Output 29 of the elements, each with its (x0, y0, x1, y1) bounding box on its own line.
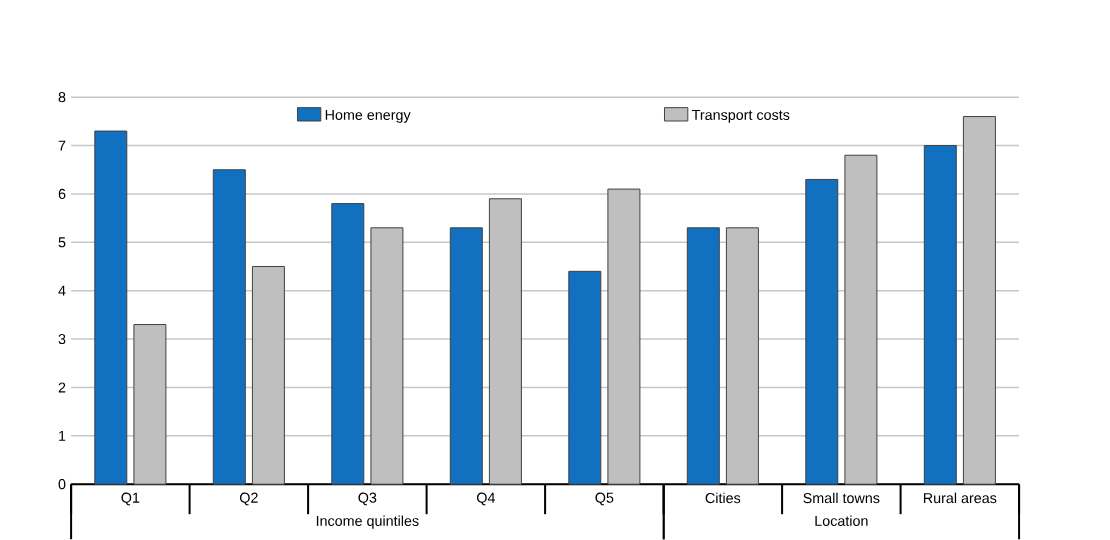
bar (805, 178, 839, 485)
y-tick-label: 7 (58, 140, 66, 151)
legend-label: Home energy (325, 109, 411, 123)
bar (449, 227, 483, 485)
y-tick-label: 1 (59, 430, 66, 441)
y-tick-label: 6 (58, 188, 66, 199)
y-tick-label: 8 (58, 92, 66, 103)
bar (212, 169, 246, 485)
text: Income quintiles (316, 515, 419, 529)
y-tick-label: 5 (58, 237, 66, 248)
bar (568, 270, 602, 485)
x-tick-label: Q3 (358, 492, 377, 506)
bar (94, 130, 128, 485)
y-tick-label: 0 (58, 479, 66, 490)
text: Location (815, 515, 868, 526)
y-tick-label: 2 (58, 382, 66, 393)
x-tick-label: Q2 (239, 492, 258, 506)
y-tick-label: 3 (58, 333, 66, 345)
legend-label: Transport costs (691, 109, 790, 123)
y-tick-label: 4 (58, 285, 66, 296)
bar (331, 203, 365, 485)
x-tick-label: Small towns (803, 492, 880, 504)
bar (686, 227, 720, 485)
x-tick-label: Q4 (476, 492, 495, 506)
x-tick-label: Q1 (121, 492, 140, 506)
x-tick-label: Rural areas (923, 492, 997, 504)
x-tick-label: Q5 (595, 492, 614, 506)
bar (923, 144, 957, 485)
x-tick-label: Cities (705, 492, 741, 504)
